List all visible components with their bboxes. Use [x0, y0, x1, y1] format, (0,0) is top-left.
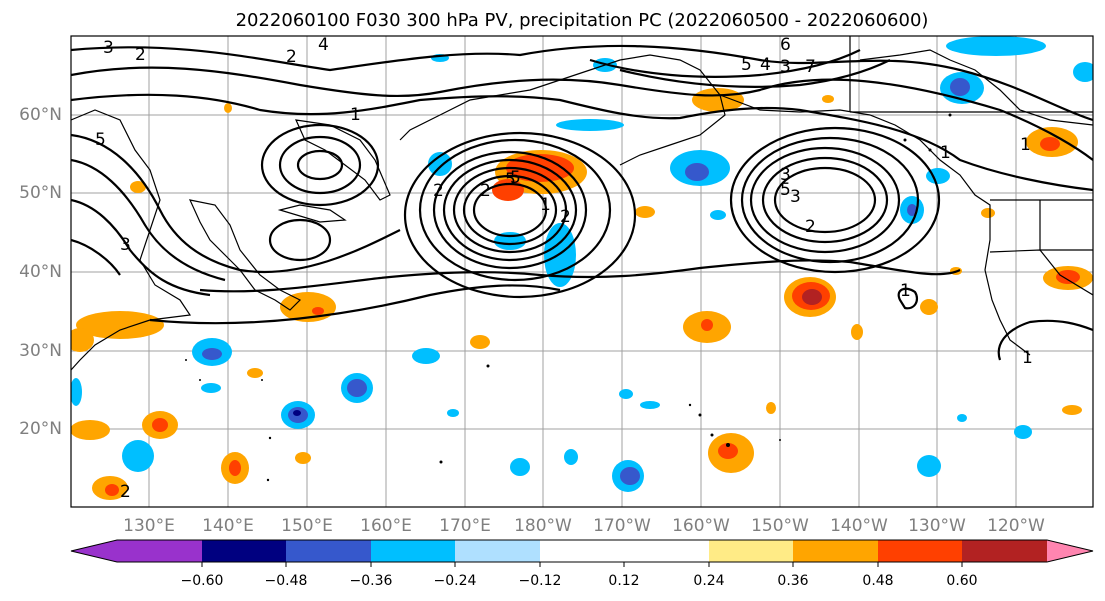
- pv-label: 5: [510, 168, 521, 188]
- pv-label: 4: [318, 35, 329, 55]
- colorbar-segment: [455, 540, 540, 562]
- pv-label: 1: [1022, 348, 1033, 368]
- pv-label: 2: [480, 181, 491, 201]
- colorbar-tick-label: −0.60: [181, 573, 224, 589]
- colorbar-tick-label: −0.48: [265, 573, 308, 589]
- colorbar-segment: [709, 540, 793, 562]
- lon-label: 140°E: [202, 516, 254, 536]
- pv-label: 1: [1020, 135, 1031, 155]
- lon-label: 180°W: [514, 516, 572, 536]
- colorbar-segment: [371, 540, 455, 562]
- pv-label: 4: [760, 55, 771, 75]
- pv-label: 5: [741, 55, 752, 75]
- lat-label: 30°N: [19, 341, 62, 361]
- chart-title: 2022060100 F030 300 hPa PV, precipitatio…: [236, 10, 929, 31]
- lat-label: 20°N: [19, 419, 62, 439]
- pv-label: 2: [135, 45, 146, 65]
- pv-label: 1: [350, 105, 361, 125]
- lat-label: 50°N: [19, 183, 62, 203]
- colorbar: −0.60 −0.48 −0.36 −0.24 −0.12 0.12 0.24 …: [70, 539, 1094, 589]
- islands: [185, 113, 952, 482]
- colorbar-segment: [117, 540, 202, 562]
- lon-label: 120°W: [987, 516, 1045, 536]
- pv-label: 5: [780, 180, 791, 200]
- lon-label: 130°E: [123, 516, 175, 536]
- pv-label: 2: [560, 207, 571, 227]
- lat-label: 40°N: [19, 262, 62, 282]
- pv-label: 5: [95, 130, 106, 150]
- lon-label: 130°W: [908, 516, 966, 536]
- precip-positive-area: [71, 88, 1093, 500]
- colorbar-outline: [70, 539, 1094, 563]
- colorbar-segment: [202, 540, 286, 562]
- pv-label: 3: [103, 38, 114, 58]
- colorbar-segment: [540, 540, 624, 562]
- colorbar-tick-label: 0.24: [693, 573, 724, 589]
- colorbar-over-extension: [1047, 540, 1093, 562]
- latitude-labels: 60°N 50°N 40°N 30°N 20°N: [19, 105, 62, 439]
- colorbar-ticks: [201, 562, 963, 567]
- colorbar-tick-label: 0.60: [946, 573, 977, 589]
- pv-label: 6: [780, 35, 791, 55]
- pv-label: 2: [805, 217, 816, 237]
- pv-label: 3: [780, 165, 791, 185]
- map-content: 3 4 2 5 6 5 4 3 7 1 2 5 2 1 3 2 3 5 2 5 …: [71, 35, 1093, 507]
- colorbar-tick-label: −0.24: [434, 573, 477, 589]
- coastlines: [71, 36, 1093, 371]
- colorbar-segment: [286, 540, 371, 562]
- pv-label: 1: [940, 143, 951, 163]
- pv-label: 5: [505, 170, 516, 190]
- colorbar-tick-label: −0.12: [519, 573, 562, 589]
- colorbar-segment: [793, 540, 878, 562]
- colorbar-segments: [117, 540, 1047, 562]
- pv-label: 3: [120, 235, 131, 255]
- lon-label: 150°E: [281, 516, 333, 536]
- lon-label: 160°W: [672, 516, 730, 536]
- pv-label: 7: [805, 57, 816, 77]
- pv-label: 3: [790, 187, 801, 207]
- pv-label: 2: [433, 181, 444, 201]
- colorbar-tick-label: −0.36: [350, 573, 393, 589]
- pv-label: 1: [900, 281, 911, 301]
- colorbar-segment: [624, 540, 709, 562]
- lon-label: 150°W: [751, 516, 809, 536]
- pv-label: 3: [780, 57, 791, 77]
- pv-label: 2: [286, 47, 297, 67]
- colorbar-under-extension: [71, 540, 117, 562]
- colorbar-tick-label: 0.48: [862, 573, 893, 589]
- precip-negative-area: [71, 36, 1093, 492]
- pv-contour-labels: 3 4 2 5 6 5 4 3 7 1 2 5 2 1 3 2 3 5 2 5 …: [95, 35, 1033, 502]
- lat-label: 60°N: [19, 105, 62, 125]
- colorbar-tick-label: 0.36: [777, 573, 808, 589]
- lon-label: 160°E: [360, 516, 412, 536]
- pv-label: 2: [120, 482, 131, 502]
- lon-label: 170°E: [439, 516, 491, 536]
- colorbar-segment: [878, 540, 962, 562]
- colorbar-tick-label: 0.12: [608, 573, 639, 589]
- longitude-labels: 130°E 140°E 150°E 160°E 170°E 180°W 170°…: [123, 516, 1045, 536]
- map-frame: [70, 35, 1094, 508]
- colorbar-segment: [962, 540, 1047, 562]
- pv-label: 1: [540, 195, 551, 215]
- lon-label: 140°W: [830, 516, 888, 536]
- precip-shading: [71, 36, 1093, 500]
- colorbar-tick-labels: −0.60 −0.48 −0.36 −0.24 −0.12 0.12 0.24 …: [181, 573, 978, 589]
- pv-contours: [71, 44, 1093, 361]
- lon-label: 170°W: [593, 516, 651, 536]
